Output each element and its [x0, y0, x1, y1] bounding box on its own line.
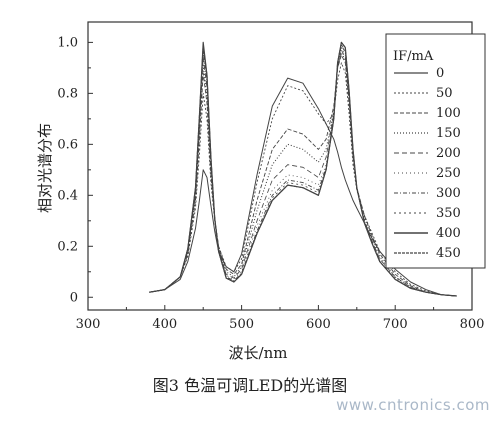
- y-tick-label: 1.0: [57, 35, 78, 50]
- x-axis-title: 波长/nm: [229, 344, 288, 362]
- legend-label-450: 450: [436, 246, 461, 261]
- legend-label-350: 350: [436, 206, 461, 221]
- series-line-50: [149, 62, 457, 297]
- y-tick-label: 0.8: [57, 86, 78, 101]
- y-tick-label: 0: [70, 290, 78, 305]
- legend-label-100: 100: [436, 106, 461, 121]
- y-tick-label: 0.2: [57, 239, 78, 254]
- series-line-350: [149, 44, 457, 297]
- legend-label-250: 250: [436, 166, 461, 181]
- legend-label-50: 50: [436, 86, 453, 101]
- x-tick-label: 300: [76, 317, 101, 332]
- x-tick-label: 500: [229, 317, 254, 332]
- series-line-150: [149, 52, 457, 297]
- curves-group: [149, 41, 457, 297]
- y-tick-label: 0.6: [57, 137, 78, 152]
- legend-label-150: 150: [436, 126, 461, 141]
- legend-title: IF/mA: [393, 49, 434, 64]
- figure-caption: 图3 色温可调LED的光谱图: [152, 376, 348, 395]
- watermark-text: www.cntronics.com: [336, 396, 490, 414]
- x-tick-label: 600: [306, 317, 331, 332]
- series-line-450: [149, 41, 457, 297]
- y-tick-label: 0.4: [57, 188, 78, 203]
- series-line-0: [149, 77, 457, 297]
- x-tick-label: 400: [152, 317, 177, 332]
- legend-label-400: 400: [436, 226, 461, 241]
- x-tick-label: 800: [460, 317, 485, 332]
- legend-label-0: 0: [436, 66, 444, 81]
- legend: IF/mA 0 50 100 150 200 250 300 350 400 450: [385, 33, 486, 269]
- x-tick-label: 700: [383, 317, 408, 332]
- y-axis-title: 相对光谱分布: [36, 123, 54, 213]
- legend-label-200: 200: [436, 146, 461, 161]
- legend-label-300: 300: [436, 186, 461, 201]
